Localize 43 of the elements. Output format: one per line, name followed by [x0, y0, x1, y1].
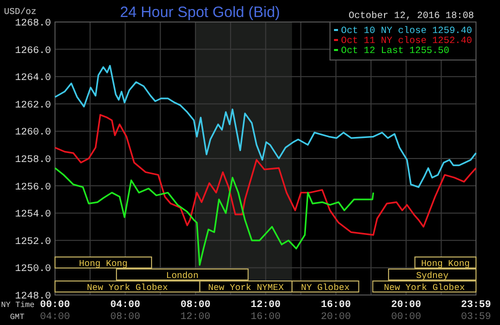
band-label: NY Globex: [301, 283, 350, 293]
x2-axis-title: GMT: [10, 313, 25, 322]
x-tick-label: 20:00: [391, 300, 422, 311]
line-series: [54, 167, 374, 266]
band-label: New York NYMEX: [208, 283, 284, 293]
legend-label: Oct 11 NY close 1252.40: [341, 35, 472, 46]
x-axis-title: NY Time: [1, 301, 35, 310]
x2-tick-label: 16:00: [250, 312, 281, 323]
x-tick-label: 23:59: [460, 300, 492, 311]
y-tick-label: 1260.0: [14, 128, 51, 139]
chart-title: 24 Hour Spot Gold (Bid): [120, 4, 280, 21]
x-tick-label: 12:00: [250, 300, 281, 311]
band-label: London: [166, 271, 198, 281]
legend-label: Oct 10 NY close 1259.40: [341, 25, 472, 36]
y-tick-label: 1258.0: [14, 155, 51, 166]
x2-tick-label: 20:00: [320, 312, 351, 323]
x-tick-label: 00:00: [40, 300, 70, 311]
x-tick-label: 04:00: [110, 300, 140, 311]
x2-tick-label: 08:00: [110, 312, 140, 323]
x-tick-label: 16:00: [320, 300, 351, 311]
legend-label: Oct 12 Last 1255.50: [341, 45, 450, 56]
y-tick-label: 1262.0: [14, 100, 51, 112]
y-axis-title: USD/oz: [4, 7, 36, 17]
y-tick-label: 1256.0: [14, 182, 51, 194]
x2-tick-label: 12:00: [180, 312, 210, 323]
y-tick-label: 1268.0: [14, 18, 51, 30]
band-label: New York Globex: [384, 283, 465, 293]
y-tick-label: 1264.0: [14, 73, 51, 84]
line-series: [54, 64, 477, 188]
x2-tick-label: 04:00: [40, 312, 70, 323]
y-tick-label: 1252.0: [14, 236, 51, 248]
x2-tick-label: 00:00: [391, 312, 422, 323]
y-tick-label: 1266.0: [14, 46, 51, 57]
band-label: Hong Kong: [421, 259, 470, 269]
line-series: [54, 114, 477, 236]
chart-subtitle: October 12, 2016 18:08: [348, 10, 474, 21]
band-label: Sydney: [416, 271, 450, 281]
y-tick-label: 1254.0: [14, 210, 51, 221]
x-tick-label: 08:00: [180, 300, 210, 311]
band-label: Hong Kong: [78, 259, 128, 269]
band-label: New York Globex: [86, 283, 168, 293]
x2-tick-label: 03:59: [460, 312, 492, 323]
y-tick-label: 1250.0: [14, 264, 51, 276]
